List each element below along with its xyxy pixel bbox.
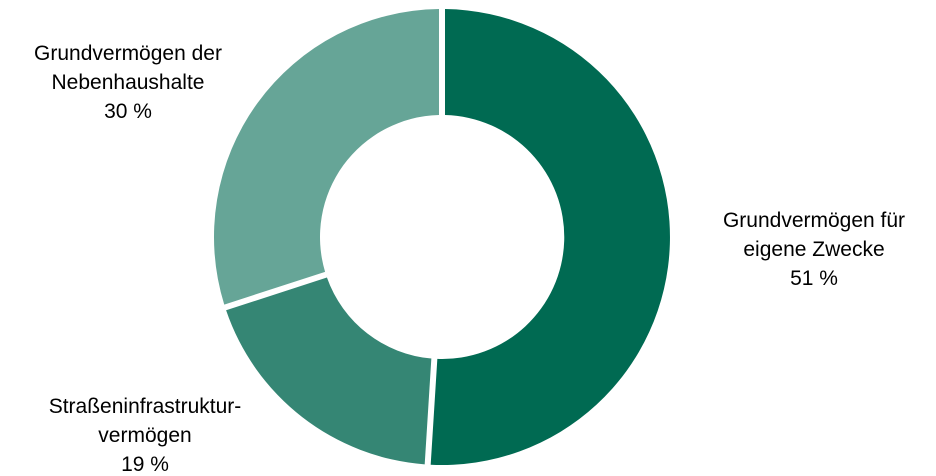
slice-value-label: 51 % <box>790 267 838 290</box>
donut-slice-1 <box>430 9 670 465</box>
donut-slice-3 <box>213 9 439 305</box>
slice-labels: Grundvermögen für eigene Zwecke 51 % Straße… <box>34 42 905 476</box>
slice-label-3: Grundvermögen der Nebenhaushalte 30 % <box>34 42 222 123</box>
slice-label-line: Grundvermögen für <box>723 209 905 232</box>
slice-label-line: Nebenhaushalte <box>52 71 205 94</box>
donut-slice-2 <box>226 277 432 465</box>
slice-value-label: 30 % <box>104 100 152 123</box>
donut-slices <box>213 9 670 465</box>
slice-label-line: eigene Zwecke <box>743 238 884 261</box>
slice-label-2: Straßeninfrastruktur-vermögen 19 % <box>49 395 242 476</box>
slice-label-line: vermögen <box>98 424 191 447</box>
slice-label-1: Grundvermögen für eigene Zwecke 51 % <box>723 209 905 290</box>
slice-label-line: Straßeninfrastruktur- <box>49 395 242 418</box>
slice-value-label: 19 % <box>121 453 169 476</box>
slice-label-line: Grundvermögen der <box>34 42 222 65</box>
